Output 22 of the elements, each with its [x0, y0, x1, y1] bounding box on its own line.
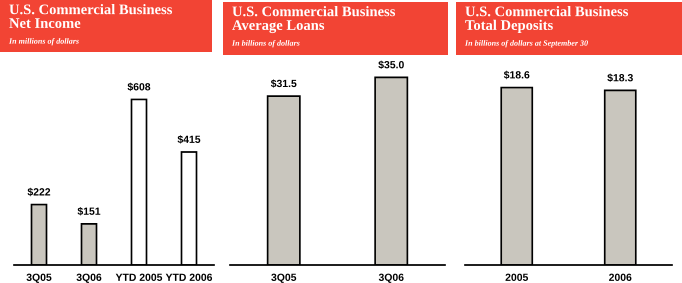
- data-label: $151: [78, 207, 100, 216]
- data-label: $18.6: [504, 70, 530, 80]
- chart-subtitle: In billions of dollars: [232, 40, 300, 48]
- x-tick-label: YTD 2006: [166, 274, 212, 281]
- data-label: $415: [178, 135, 200, 144]
- chart-subtitle: In billions of dollars at September 30: [464, 40, 588, 48]
- chart-title: U.S. Commercial Business Net Income: [9, 4, 172, 28]
- x-tick-label: 3Q06: [76, 274, 102, 283]
- chart-title: U.S. Commercial Business Average Loans: [232, 6, 396, 34]
- data-label: $222: [28, 188, 50, 196]
- chart-title: U.S. Commercial Business Total Deposits: [465, 6, 628, 33]
- x-tick-label: 3Q05: [271, 274, 296, 283]
- x-tick-label: YTD 2005: [116, 274, 162, 281]
- x-tick-label: 2005: [506, 274, 528, 281]
- x-tick-label: 3Q06: [378, 274, 404, 283]
- data-label: $18.3: [607, 74, 633, 82]
- x-tick-label: 2006: [609, 274, 632, 281]
- data-label: $608: [128, 82, 150, 92]
- data-label: $31.5: [270, 79, 296, 88]
- data-label: $35.0: [378, 60, 404, 70]
- chart-subtitle: In millions of dollars: [8, 38, 79, 46]
- x-tick-label: 3Q05: [26, 274, 52, 283]
